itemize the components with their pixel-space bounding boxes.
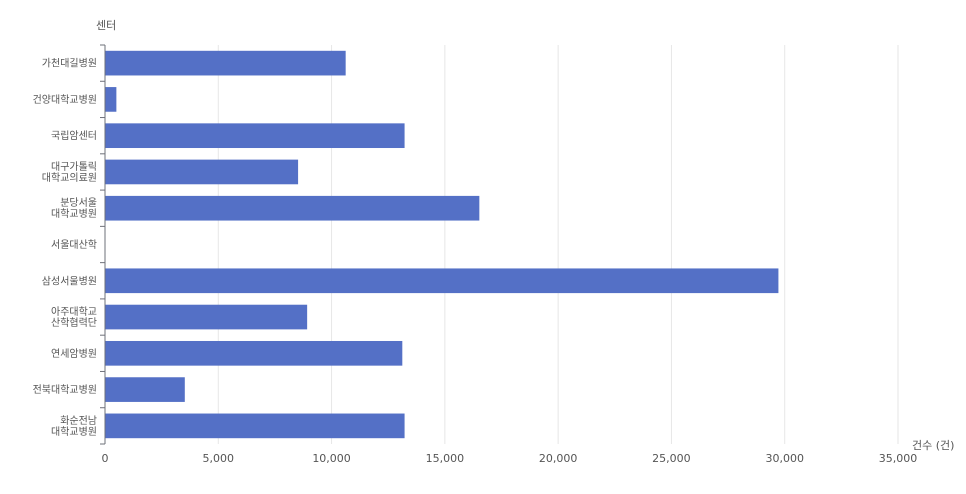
y-tick-label: 건양대학교병원: [33, 94, 97, 106]
bar: [105, 377, 185, 402]
y-tick-label-line: 전북대학교병원: [33, 384, 97, 396]
y-tick-label-line: 대학교의료원: [42, 172, 97, 184]
y-tick-label-line: 건양대학교병원: [33, 94, 97, 106]
y-tick-label-line: 삼성서울병원: [42, 275, 97, 287]
y-tick-label: 국립암센터: [51, 129, 97, 142]
bar: [105, 123, 405, 149]
y-tick-label-line: 대학교병원: [51, 426, 97, 438]
y-tick-label-line: 화순전남: [60, 415, 97, 427]
y-tick-label-line: 가천대길병원: [42, 57, 97, 70]
y-tick-label-line: 대학교병원: [51, 208, 97, 220]
y-tick-label-line: 아주대학교: [51, 306, 97, 318]
x-tick-label: 20,000: [539, 452, 578, 465]
x-tick-label: 30,000: [765, 452, 804, 465]
y-tick-label: 삼성서울병원: [42, 275, 97, 287]
bar: [105, 195, 480, 221]
bar: [105, 413, 405, 439]
x-tick-label: 15,000: [426, 452, 465, 465]
bar: [105, 340, 403, 366]
y-tick-label: 서울대산학: [51, 239, 97, 251]
bar-series: [105, 50, 779, 439]
y-tick-label: 연세암병원: [51, 348, 97, 360]
y-tick-label-line: 분당서울: [60, 197, 97, 209]
y-tick-label-line: 연세암병원: [51, 348, 97, 360]
x-tick-label: 0: [102, 452, 109, 465]
bar: [105, 87, 117, 112]
x-tick-label: 10,000: [312, 452, 351, 465]
y-tick-label: 전북대학교병원: [33, 384, 97, 396]
x-tick-label: 5,000: [203, 452, 235, 465]
y-tick-label: 아주대학교 산학협력단: [51, 306, 97, 329]
y-axis-title: 센터: [96, 19, 116, 32]
bar: [105, 50, 346, 76]
y-tick-label: 분당서울 대학교병원: [51, 197, 97, 220]
grid-lines: [217, 45, 899, 444]
y-tick-label: 가천대길병원: [42, 57, 97, 70]
y-tick-label-line: 국립암센터: [51, 129, 97, 142]
y-tick-label-line: 산학협력단: [51, 316, 97, 329]
bar: [105, 268, 779, 294]
x-tick-label: 35,000: [879, 452, 918, 465]
axes: 0 5,000 10,000 15,000 20,000 25,000 30,000 35,0…: [33, 44, 918, 465]
y-tick-label: 화순전남 대학교병원: [51, 415, 97, 438]
x-axis-title: 건수 (건): [912, 439, 954, 452]
bar: [105, 304, 308, 330]
y-tick-label: 대구가톨릭 대학교의료원: [42, 161, 97, 184]
x-tick-label: 25,000: [652, 452, 691, 465]
y-tick-label-line: 서울대산학: [51, 239, 97, 251]
y-tick-label-line: 대구가톨릭: [51, 161, 97, 173]
bar: [105, 159, 299, 185]
